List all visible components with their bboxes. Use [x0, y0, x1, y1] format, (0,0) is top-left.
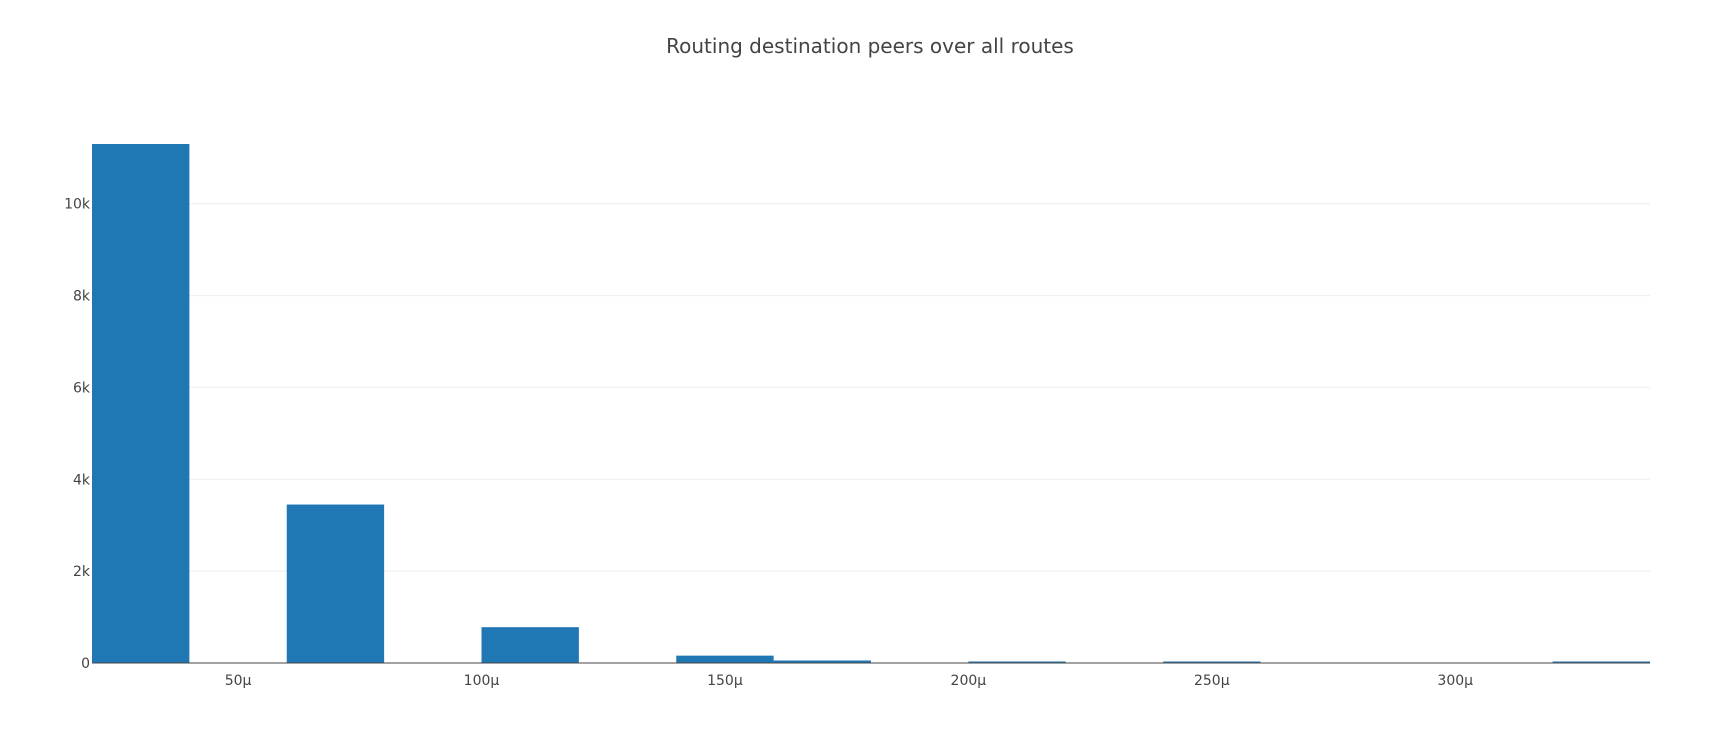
- y-tick-label-4: 8k: [73, 289, 91, 305]
- histogram-bar-6[interactable]: [1163, 661, 1261, 664]
- x-tick-label-2: 150μ: [707, 673, 743, 689]
- x-axis-tick-labels: 50μ 100μ 150μ 200μ 250μ 300μ: [225, 673, 1473, 689]
- x-tick-label-3: 200μ: [951, 673, 987, 689]
- x-tick-label-4: 250μ: [1194, 673, 1230, 689]
- x-tick-label-5: 300μ: [1437, 673, 1473, 689]
- histogram-bar-2[interactable]: [481, 627, 579, 663]
- histogram-bar-0[interactable]: [92, 144, 190, 663]
- y-tick-label-2: 4k: [73, 472, 91, 488]
- y-axis-tick-labels: 0 2k 4k 6k 8k 10k: [64, 197, 91, 672]
- y-tick-label-3: 6k: [73, 380, 91, 396]
- grid-lines: [92, 203, 1650, 572]
- y-tick-label-1: 2k: [73, 564, 91, 580]
- histogram-bar-1[interactable]: [286, 504, 385, 663]
- y-tick-label-0: 0: [81, 656, 90, 672]
- y-tick-label-5: 10k: [64, 197, 91, 213]
- histogram-bar-4[interactable]: [773, 660, 871, 663]
- histogram-bar-5[interactable]: [968, 661, 1066, 664]
- histogram-bars: [92, 144, 1650, 663]
- histogram-bar-7[interactable]: [1552, 661, 1650, 664]
- chart-title: Routing destination peers over all route…: [666, 34, 1074, 58]
- x-tick-label-1: 100μ: [464, 673, 500, 689]
- histogram-bar-3[interactable]: [676, 655, 774, 663]
- x-tick-label-0: 50μ: [225, 673, 252, 689]
